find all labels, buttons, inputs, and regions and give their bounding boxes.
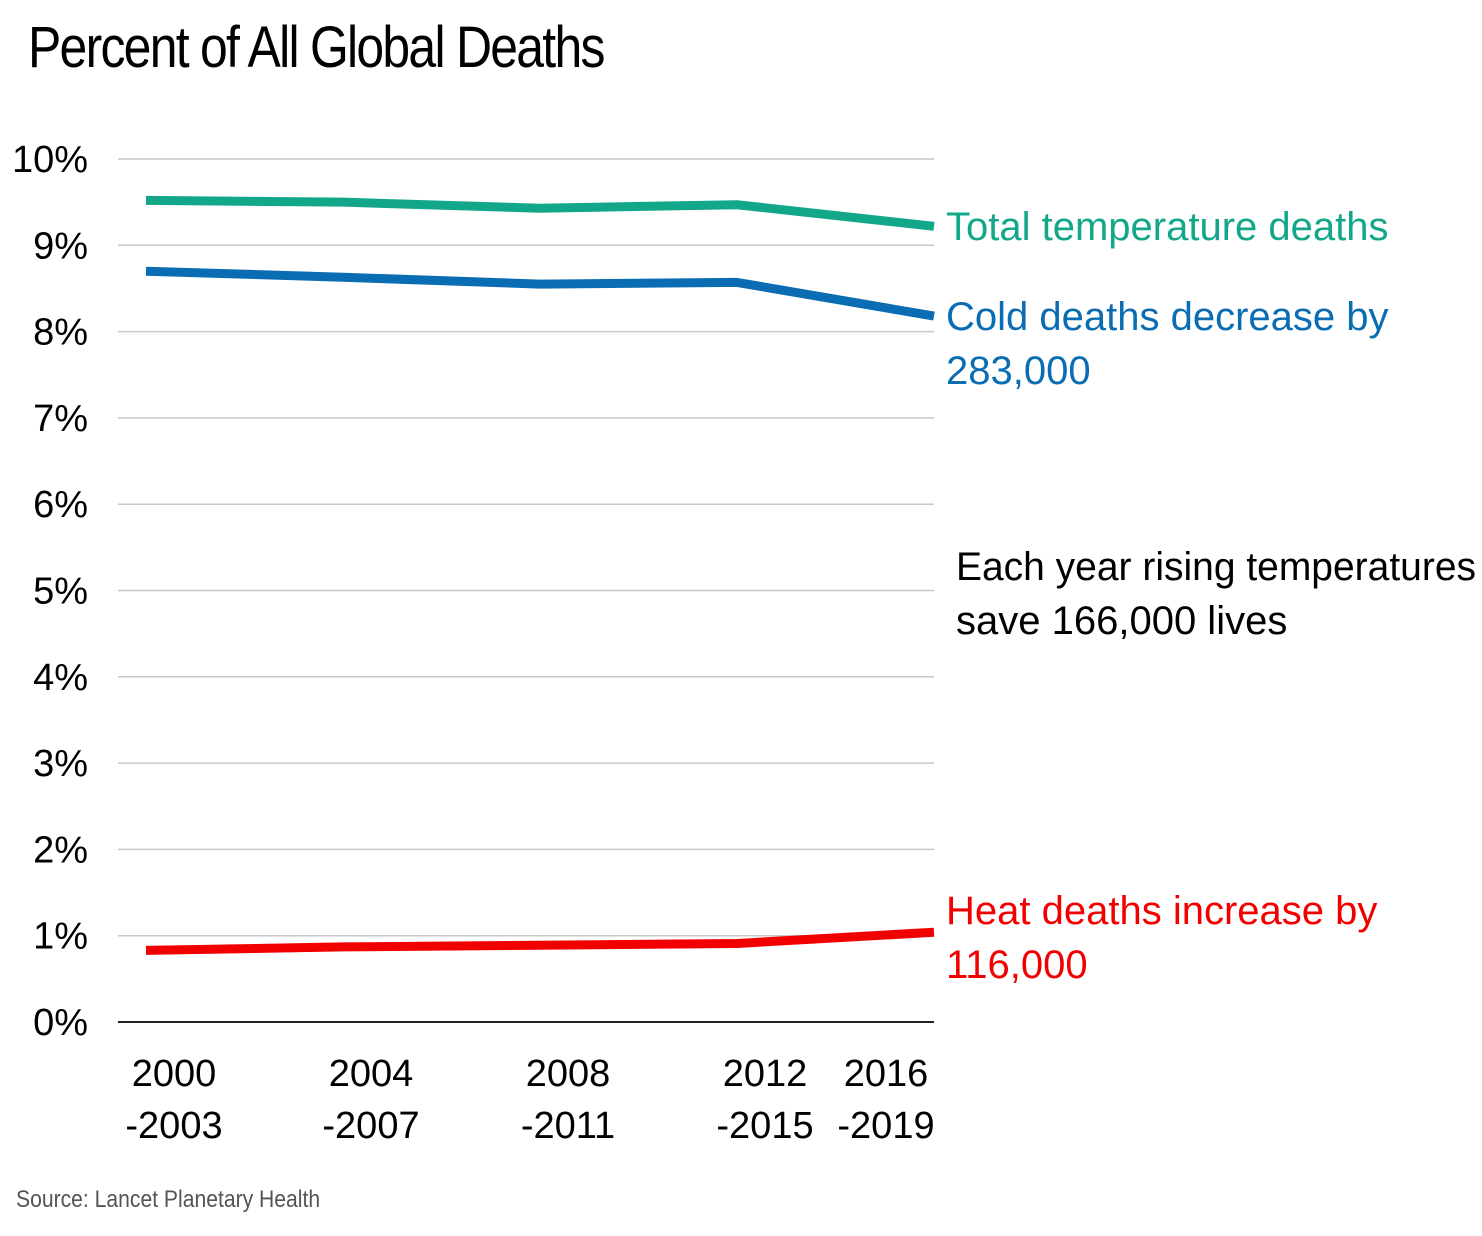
x-tick-label: 2004 — [329, 1053, 414, 1095]
x-tick-label: 2016 — [844, 1053, 929, 1095]
x-tick-label: 2012 — [723, 1053, 808, 1095]
chart-title: Percent of All Global Deaths — [28, 15, 605, 80]
x-tick-label: -2011 — [521, 1105, 615, 1147]
source-note: Source: Lancet Planetary Health — [16, 1186, 321, 1213]
y-tick-label: 7% — [33, 398, 88, 440]
annotation-text: save 166,000 lives — [956, 599, 1287, 643]
y-tick-label: 9% — [33, 225, 88, 267]
annotation-text: 283,000 — [946, 349, 1091, 393]
series-line-3 — [145, 927, 935, 955]
gridlines — [118, 158, 934, 1023]
annotation-text: Heat deaths increase by — [946, 889, 1377, 933]
annotation-text: Each year rising temperatures — [956, 545, 1476, 589]
x-tick-label: -2003 — [125, 1105, 222, 1147]
x-tick-label: -2007 — [322, 1105, 419, 1147]
series-line-2 — [145, 266, 935, 321]
series-lines — [145, 195, 935, 955]
x-tick-label: -2019 — [837, 1105, 934, 1147]
x-tick-label: 2008 — [526, 1053, 611, 1095]
annotation-text: Cold deaths decrease by — [946, 295, 1389, 339]
x-tick-label: -2015 — [716, 1105, 813, 1147]
y-tick-label: 2% — [33, 829, 88, 871]
y-axis-tick-labels: 0% 1% 2% 3% 4% 5% 6% 7% 8% 9% 10% — [12, 139, 88, 1044]
series-line-1 — [145, 195, 935, 231]
y-tick-label: 6% — [33, 484, 88, 526]
y-tick-label: 0% — [33, 1002, 88, 1044]
y-tick-label: 4% — [33, 657, 88, 699]
annotations: Total temperature deaths Cold deaths decr… — [946, 205, 1476, 987]
y-tick-label: 10% — [12, 139, 88, 181]
y-tick-label: 8% — [33, 312, 88, 354]
x-axis-tick-labels: 2000 -2003 2004 -2007 2008 -2011 2012 -2015 2016… — [125, 1053, 934, 1147]
x-tick-label: 2000 — [132, 1053, 217, 1095]
annotation-text: Total temperature deaths — [946, 205, 1388, 249]
y-tick-label: 1% — [33, 916, 88, 958]
y-tick-label: 3% — [33, 743, 88, 785]
annotation-text: 116,000 — [946, 943, 1088, 987]
y-tick-label: 5% — [33, 571, 88, 613]
